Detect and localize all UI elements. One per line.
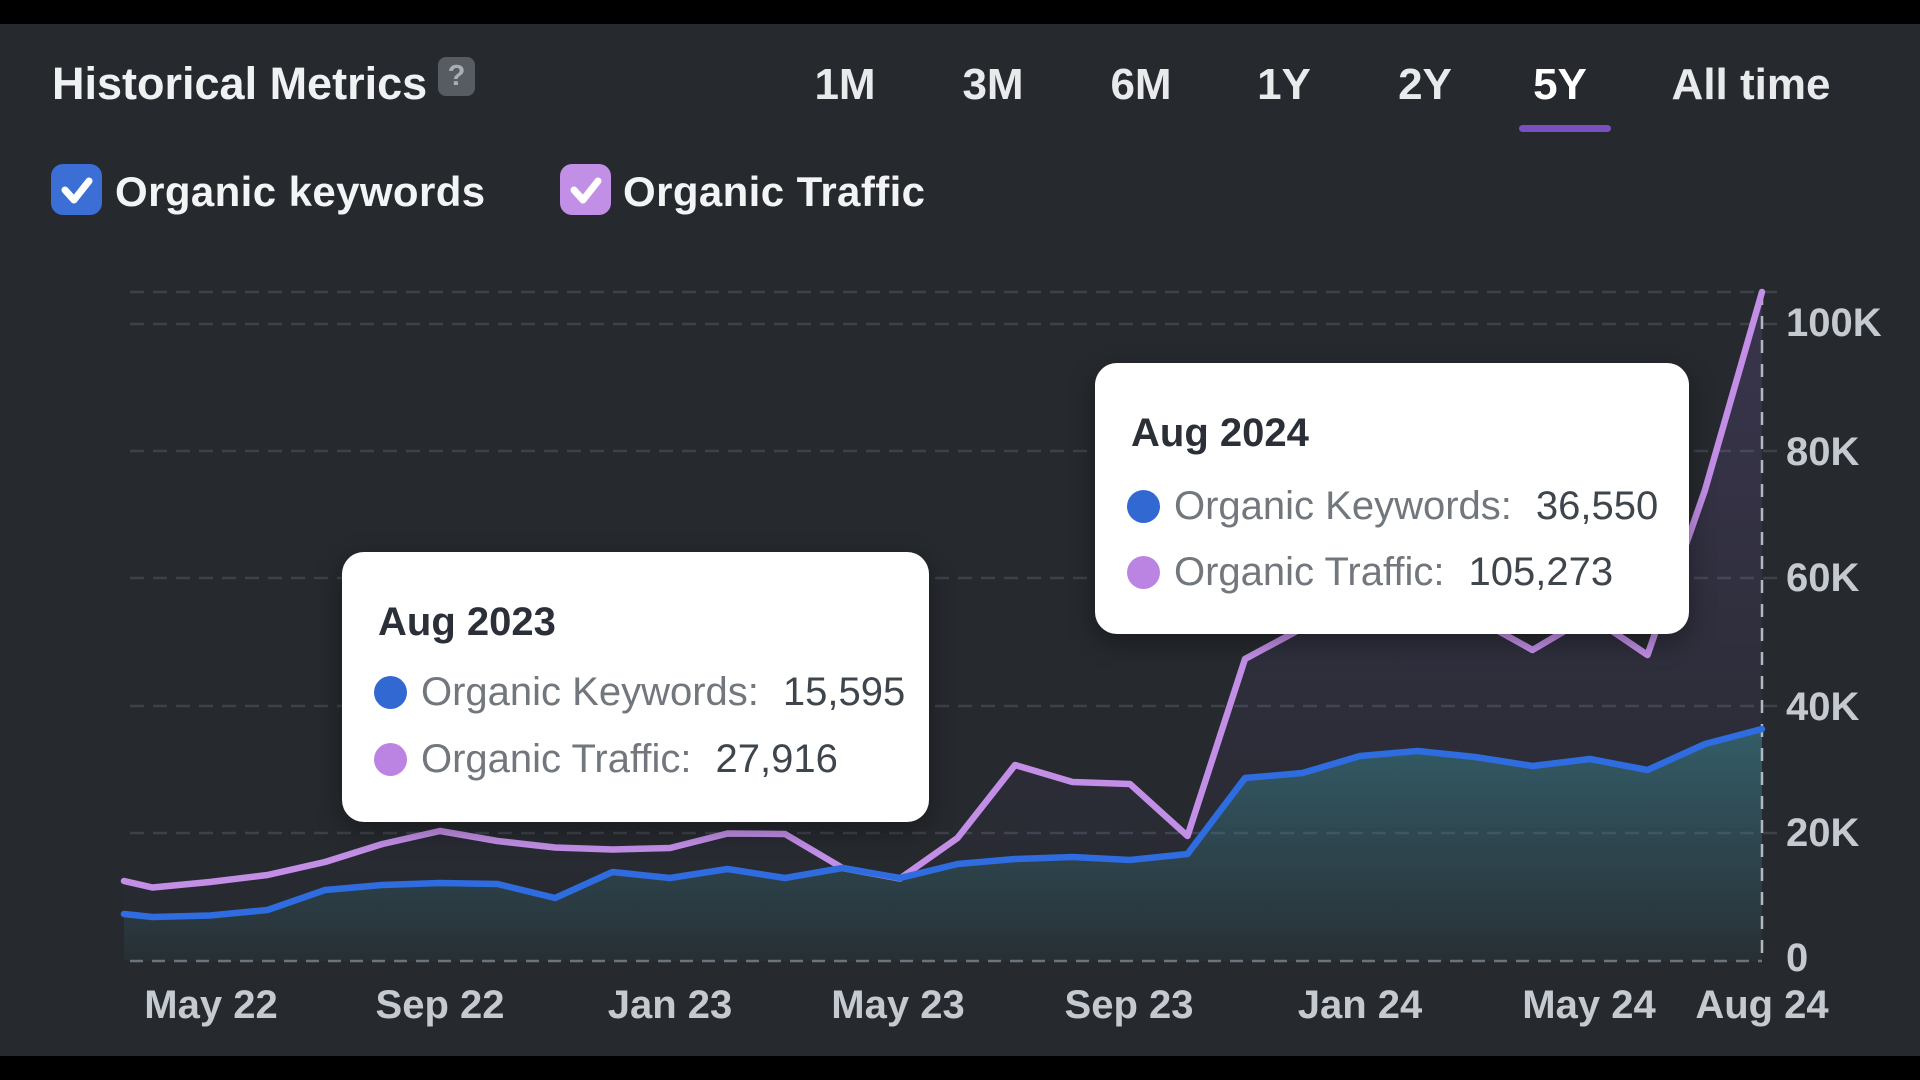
svg-text:40K: 40K bbox=[1786, 685, 1859, 729]
svg-text:Sep 23: Sep 23 bbox=[1065, 983, 1194, 1027]
svg-text:Aug 24: Aug 24 bbox=[1695, 983, 1829, 1027]
svg-text:May 23: May 23 bbox=[831, 983, 964, 1027]
svg-text:Sep 22: Sep 22 bbox=[376, 983, 505, 1027]
svg-text:80K: 80K bbox=[1786, 430, 1859, 474]
svg-text:20K: 20K bbox=[1786, 811, 1859, 855]
svg-text:0: 0 bbox=[1786, 936, 1808, 980]
svg-text:60K: 60K bbox=[1786, 556, 1859, 600]
svg-text:May 22: May 22 bbox=[144, 983, 277, 1027]
svg-text:Jan 23: Jan 23 bbox=[608, 983, 733, 1027]
svg-text:100K: 100K bbox=[1786, 301, 1882, 345]
svg-text:May 24: May 24 bbox=[1522, 983, 1656, 1027]
svg-text:Jan 24: Jan 24 bbox=[1298, 983, 1423, 1027]
